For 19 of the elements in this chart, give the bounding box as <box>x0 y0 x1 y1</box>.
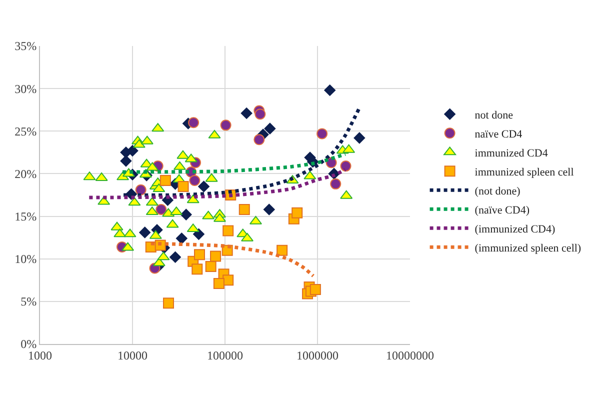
y-tick-label: 10% <box>14 252 37 266</box>
x-tick-label: 1000000 <box>296 348 338 362</box>
y-tick-label: 35% <box>14 39 37 54</box>
legend-label: (immunized spleen cell) <box>474 242 582 254</box>
y-tick-label: 25% <box>14 124 37 138</box>
y-tick-label: 20% <box>14 166 37 181</box>
legend-label: (immunized CD4) <box>474 223 556 236</box>
y-tick-label: 5% <box>20 294 37 309</box>
y-tick-label: 30% <box>14 82 37 96</box>
legend-label: (not done) <box>474 185 521 198</box>
legend-label: (naïve CD4) <box>474 204 530 216</box>
x-tick-label: 100000 <box>207 348 243 362</box>
y-tick-label: 15% <box>14 209 37 224</box>
legend-label: not done <box>474 109 514 122</box>
legend-label: immunized CD4 <box>474 147 548 160</box>
legend-label: naïve CD4 <box>474 128 523 140</box>
x-tick-label: 10000000 <box>386 348 434 362</box>
x-tick-label: 10000 <box>118 348 148 362</box>
legend-label: immunized spleen cell <box>474 166 574 178</box>
